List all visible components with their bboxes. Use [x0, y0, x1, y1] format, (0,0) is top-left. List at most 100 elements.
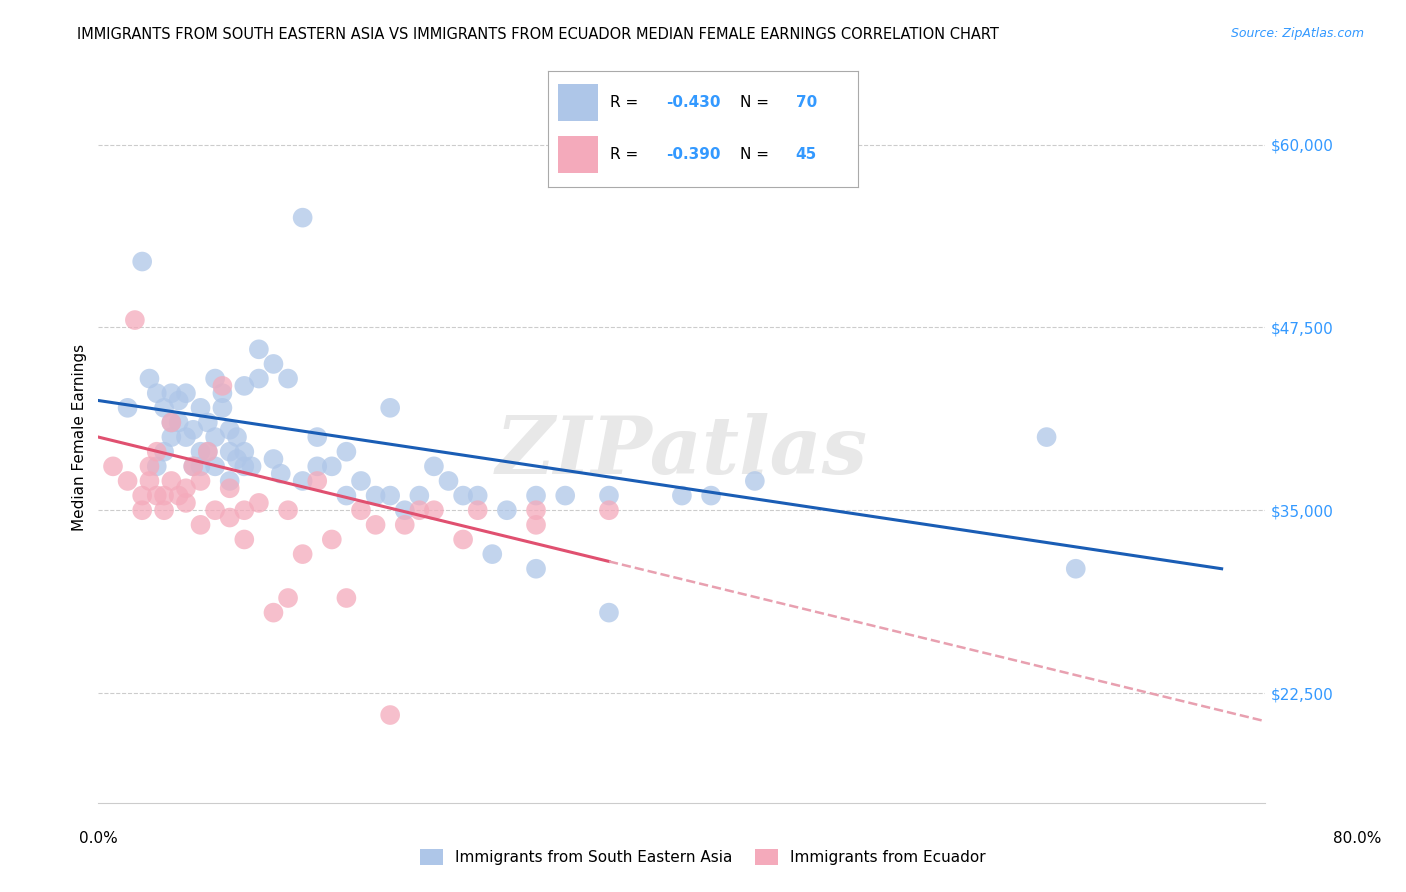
- Point: [291, 211, 314, 225]
- Point: [160, 416, 183, 430]
- Point: [138, 459, 160, 474]
- Point: [335, 591, 357, 605]
- Point: [181, 459, 204, 474]
- Text: R =: R =: [610, 95, 644, 111]
- Point: [394, 503, 416, 517]
- Point: [467, 489, 489, 503]
- Point: [270, 467, 292, 481]
- Point: [262, 606, 284, 620]
- Point: [153, 401, 176, 415]
- Point: [167, 489, 190, 503]
- Point: [218, 474, 240, 488]
- Text: N =: N =: [740, 95, 773, 111]
- Point: [307, 459, 329, 474]
- Point: [124, 313, 146, 327]
- Point: [233, 503, 256, 517]
- Point: [146, 386, 169, 401]
- Point: [218, 423, 240, 437]
- Point: [408, 503, 430, 517]
- Point: [167, 393, 190, 408]
- Point: [481, 547, 503, 561]
- Point: [1064, 562, 1087, 576]
- Point: [700, 489, 723, 503]
- Point: [598, 606, 620, 620]
- Point: [321, 459, 343, 474]
- Text: -0.390: -0.390: [666, 147, 720, 162]
- Point: [218, 510, 240, 524]
- Point: [1035, 430, 1057, 444]
- Point: [240, 459, 263, 474]
- Point: [138, 474, 160, 488]
- Point: [233, 379, 256, 393]
- Point: [467, 503, 489, 517]
- Point: [117, 401, 139, 415]
- Point: [204, 430, 226, 444]
- Point: [190, 401, 212, 415]
- Point: [524, 503, 547, 517]
- Point: [233, 444, 256, 458]
- Text: 80.0%: 80.0%: [1333, 831, 1381, 846]
- FancyBboxPatch shape: [558, 136, 598, 173]
- Point: [101, 459, 124, 474]
- Point: [451, 533, 474, 547]
- Point: [335, 489, 357, 503]
- Point: [204, 503, 226, 517]
- Point: [277, 503, 299, 517]
- Text: N =: N =: [740, 147, 773, 162]
- Point: [190, 459, 212, 474]
- Text: ZIPatlas: ZIPatlas: [496, 413, 868, 491]
- Point: [131, 489, 153, 503]
- Point: [233, 533, 256, 547]
- Point: [160, 430, 183, 444]
- Text: 70: 70: [796, 95, 817, 111]
- Point: [350, 474, 373, 488]
- Point: [160, 474, 183, 488]
- Point: [598, 503, 620, 517]
- Point: [181, 459, 204, 474]
- Point: [131, 254, 153, 268]
- Point: [291, 474, 314, 488]
- Point: [364, 489, 387, 503]
- Point: [153, 489, 176, 503]
- Point: [181, 423, 204, 437]
- Point: [197, 444, 219, 458]
- Point: [671, 489, 693, 503]
- Point: [524, 489, 547, 503]
- Point: [218, 481, 240, 495]
- Point: [291, 547, 314, 561]
- Legend: Immigrants from South Eastern Asia, Immigrants from Ecuador: Immigrants from South Eastern Asia, Immi…: [413, 843, 993, 871]
- Point: [307, 430, 329, 444]
- Point: [335, 444, 357, 458]
- Point: [204, 371, 226, 385]
- Point: [524, 562, 547, 576]
- Point: [190, 517, 212, 532]
- Point: [247, 343, 270, 357]
- Point: [174, 386, 197, 401]
- Point: [437, 474, 460, 488]
- Point: [226, 430, 249, 444]
- Point: [451, 489, 474, 503]
- Point: [211, 386, 233, 401]
- Point: [174, 481, 197, 495]
- Point: [153, 444, 176, 458]
- Point: [277, 371, 299, 385]
- Point: [167, 416, 190, 430]
- Point: [197, 444, 219, 458]
- Point: [131, 503, 153, 517]
- Point: [174, 430, 197, 444]
- Point: [190, 474, 212, 488]
- Point: [262, 357, 284, 371]
- Point: [211, 379, 233, 393]
- Text: IMMIGRANTS FROM SOUTH EASTERN ASIA VS IMMIGRANTS FROM ECUADOR MEDIAN FEMALE EARN: IMMIGRANTS FROM SOUTH EASTERN ASIA VS IM…: [77, 27, 1000, 42]
- Point: [277, 591, 299, 605]
- Point: [153, 503, 176, 517]
- Point: [380, 401, 402, 415]
- Point: [380, 489, 402, 503]
- Point: [190, 444, 212, 458]
- Point: [394, 517, 416, 532]
- Point: [117, 474, 139, 488]
- Text: Source: ZipAtlas.com: Source: ZipAtlas.com: [1230, 27, 1364, 40]
- Point: [350, 503, 373, 517]
- FancyBboxPatch shape: [558, 84, 598, 121]
- Point: [554, 489, 576, 503]
